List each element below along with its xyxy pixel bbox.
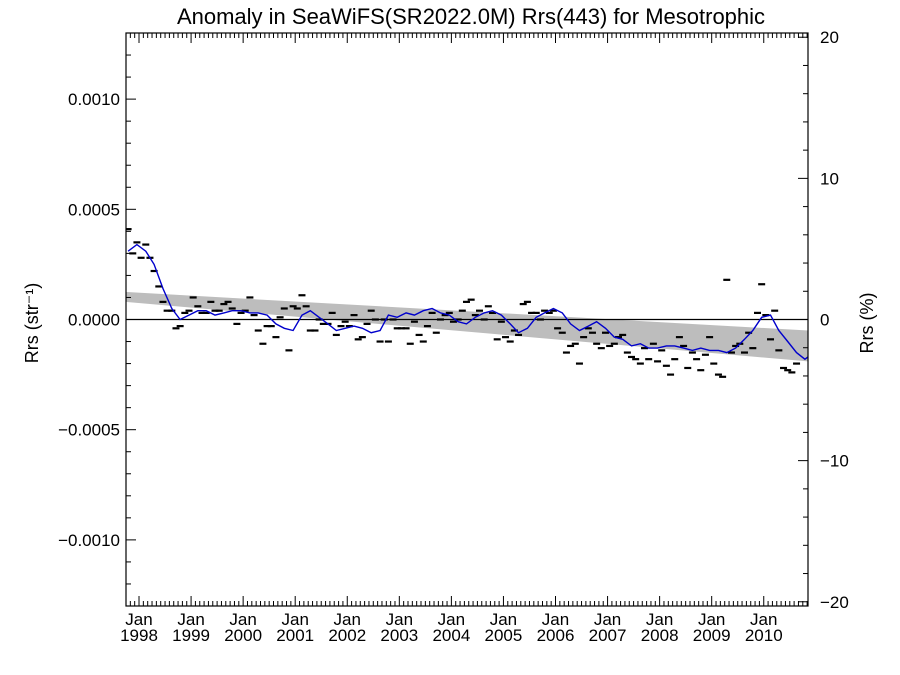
y-right-tick-label: 10 bbox=[820, 169, 839, 188]
x-tick-month-label: Jan bbox=[125, 610, 152, 629]
x-tick-month-label: Jan bbox=[594, 610, 621, 629]
y-tick-label: −0.0005 bbox=[58, 421, 120, 440]
y-right-tick-label: 20 bbox=[820, 28, 839, 47]
x-tick-month-label: Jan bbox=[229, 610, 256, 629]
x-tick-month-label: Jan bbox=[177, 610, 204, 629]
x-tick-month-label: Jan bbox=[438, 610, 465, 629]
x-tick-month-label: Jan bbox=[542, 610, 569, 629]
x-tick-month-label: Jan bbox=[334, 610, 361, 629]
plot-inner bbox=[126, 228, 808, 378]
x-tick-year-label: 2000 bbox=[224, 626, 262, 645]
chart-title: Anomaly in SeaWiFS(SR2022.0M) Rrs(443) f… bbox=[177, 4, 765, 29]
y-right-tick-label: 0 bbox=[820, 311, 829, 330]
y-tick-label: 0.0005 bbox=[68, 200, 120, 219]
x-tick-year-label: 2004 bbox=[432, 626, 470, 645]
y-axis-label-right: Rrs (%) bbox=[857, 293, 877, 354]
x-tick-month-label: Jan bbox=[646, 610, 673, 629]
y-tick-label: 0.0000 bbox=[68, 311, 120, 330]
y-right-tick-label: −10 bbox=[820, 452, 849, 471]
x-tick-month-label: Jan bbox=[698, 610, 725, 629]
x-tick-year-label: 2007 bbox=[589, 626, 627, 645]
x-tick-month-label: Jan bbox=[281, 610, 308, 629]
y-tick-label: −0.0010 bbox=[58, 531, 120, 550]
y-tick-label: 0.0010 bbox=[68, 90, 120, 109]
x-tick-year-label: 2001 bbox=[276, 626, 314, 645]
x-tick-year-label: 2009 bbox=[693, 626, 731, 645]
x-tick-year-label: 2002 bbox=[328, 626, 366, 645]
x-tick-year-label: 2005 bbox=[485, 626, 523, 645]
y-axis-label-left: Rrs (str⁻¹) bbox=[22, 283, 42, 363]
x-tick-year-label: 2010 bbox=[745, 626, 783, 645]
x-tick-year-label: 2003 bbox=[380, 626, 418, 645]
x-tick-year-label: 1998 bbox=[120, 626, 158, 645]
x-tick-month-label: Jan bbox=[490, 610, 517, 629]
x-tick-year-label: 2006 bbox=[537, 626, 575, 645]
x-tick-month-label: Jan bbox=[386, 610, 413, 629]
x-tick-year-label: 1999 bbox=[172, 626, 210, 645]
x-tick-month-label: Jan bbox=[750, 610, 777, 629]
x-tick-year-label: 2008 bbox=[641, 626, 679, 645]
y-right-tick-label: −20 bbox=[820, 593, 849, 612]
running-mean-line bbox=[127, 243, 808, 361]
plot-area: 0.00100.00050.0000−0.0005−0.001020100−10… bbox=[58, 28, 849, 645]
